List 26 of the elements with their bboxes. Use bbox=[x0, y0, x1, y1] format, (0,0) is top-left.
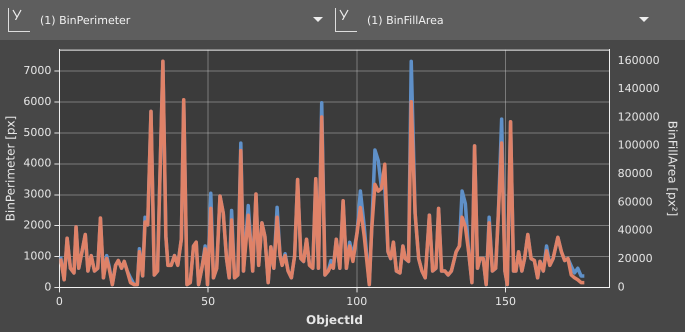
y2-tick-label: 20000 bbox=[618, 252, 653, 265]
y2-tick-label: 140000 bbox=[618, 82, 660, 96]
y-tick-label: 5000 bbox=[23, 126, 52, 139]
y2-tick-label: 160000 bbox=[618, 54, 660, 67]
y2-tick-label: 120000 bbox=[618, 110, 660, 124]
x-tick-label: 150 bbox=[495, 294, 516, 308]
y2-tick-label: 100000 bbox=[618, 138, 660, 152]
x-tick-label: 50 bbox=[201, 294, 216, 308]
y-tick-label: 0 bbox=[44, 280, 52, 294]
text: (1) BinPerimeter bbox=[40, 14, 130, 26]
y2-tick-label: 80000 bbox=[618, 167, 653, 180]
y2-tick-label: 40000 bbox=[618, 224, 653, 237]
x-tick-label: 0 bbox=[56, 294, 63, 308]
y2-tick-label: 60000 bbox=[618, 195, 653, 208]
y-axis-title: BinPerimeter [px] bbox=[3, 116, 18, 222]
y-tick-label: 6000 bbox=[23, 94, 52, 108]
x-axis-title: ObjectId bbox=[306, 312, 363, 327]
x-tick-label: 100 bbox=[346, 294, 368, 308]
y-tick-label: 1000 bbox=[23, 249, 52, 262]
y-tick-label: 7000 bbox=[23, 64, 52, 78]
y-tick-label: 4000 bbox=[23, 156, 52, 170]
y-tick-label: 3000 bbox=[23, 188, 52, 201]
y-tick-label: 2000 bbox=[23, 218, 52, 232]
y2-axis-title: BinFillArea [px²] bbox=[666, 120, 680, 216]
text: (1) BinFillArea bbox=[367, 14, 444, 26]
y2-tick-label: 0 bbox=[618, 280, 625, 294]
